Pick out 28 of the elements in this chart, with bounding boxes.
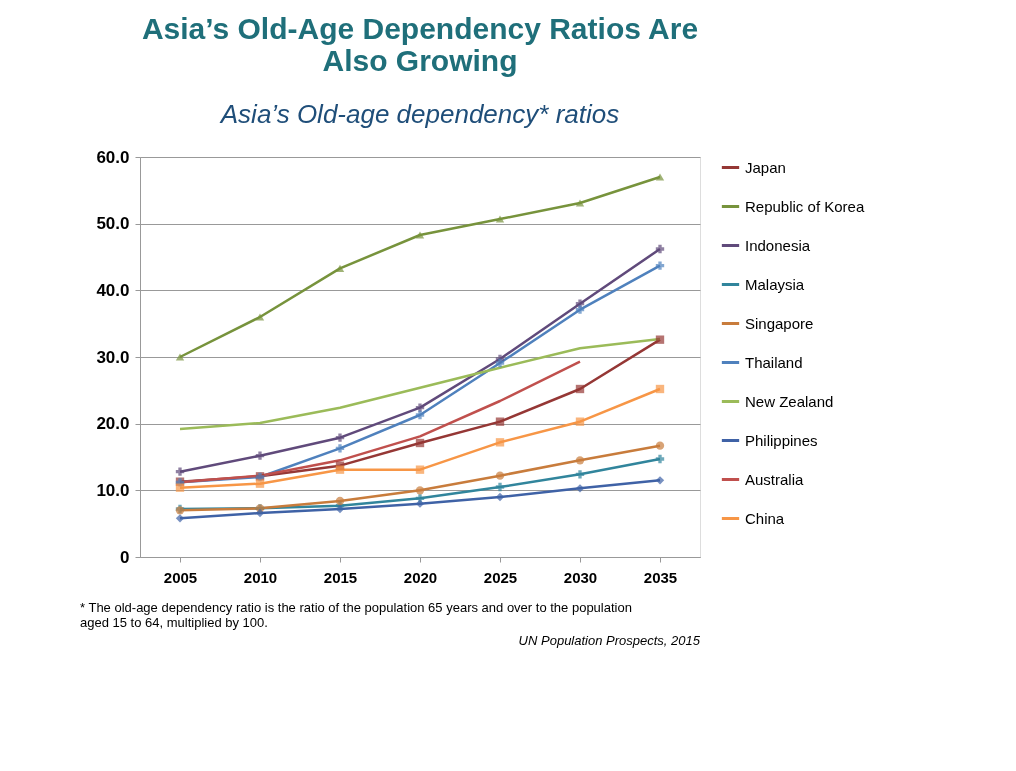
y-tick-label: 40.0: [96, 280, 130, 300]
y-tick-label: 10.0: [96, 480, 130, 500]
chart-title: Asia’s Old-Age Dependency Ratios Are Also Growing: [141, 12, 699, 77]
x-tick-label: 2015: [323, 568, 358, 586]
x-tick-label: 2025: [483, 568, 518, 586]
x-tick-label: 2010: [243, 568, 278, 586]
legend-label: Republic of Korea: [745, 197, 865, 215]
x-tick-label: 2030: [563, 568, 598, 586]
x-tick-label: 2005: [163, 568, 198, 586]
legend-label: Singapore: [745, 314, 814, 332]
legend-label: Philippines: [745, 431, 818, 449]
legend-label: Japan: [745, 158, 786, 176]
legend-label: Thailand: [745, 353, 803, 371]
x-tick-label: 2020: [403, 568, 438, 586]
legend-label: Malaysia: [745, 275, 805, 293]
legend-label: Indonesia: [745, 236, 811, 254]
y-tick-label: 0: [120, 547, 130, 567]
y-tick-label: 50.0: [96, 214, 130, 234]
legend-label: New Zealand: [745, 392, 834, 410]
y-tick-label: 60.0: [96, 147, 130, 167]
text: UN Population Prospects, 2015: [518, 633, 701, 648]
y-tick-label: 20.0: [96, 414, 130, 434]
legend-label: Australia: [745, 470, 805, 488]
legend-label: China: [745, 509, 785, 527]
x-tick-label: 2035: [643, 568, 678, 586]
y-tick-label: 30.0: [96, 347, 130, 367]
text: * The old-age dependency ratio is the ratio of the population 65 years and over to the population aged 15 to 64, multiplied by 100.: [80, 600, 632, 630]
chart-subtitle: Asia’s Old-age dependency* ratios: [218, 99, 620, 129]
